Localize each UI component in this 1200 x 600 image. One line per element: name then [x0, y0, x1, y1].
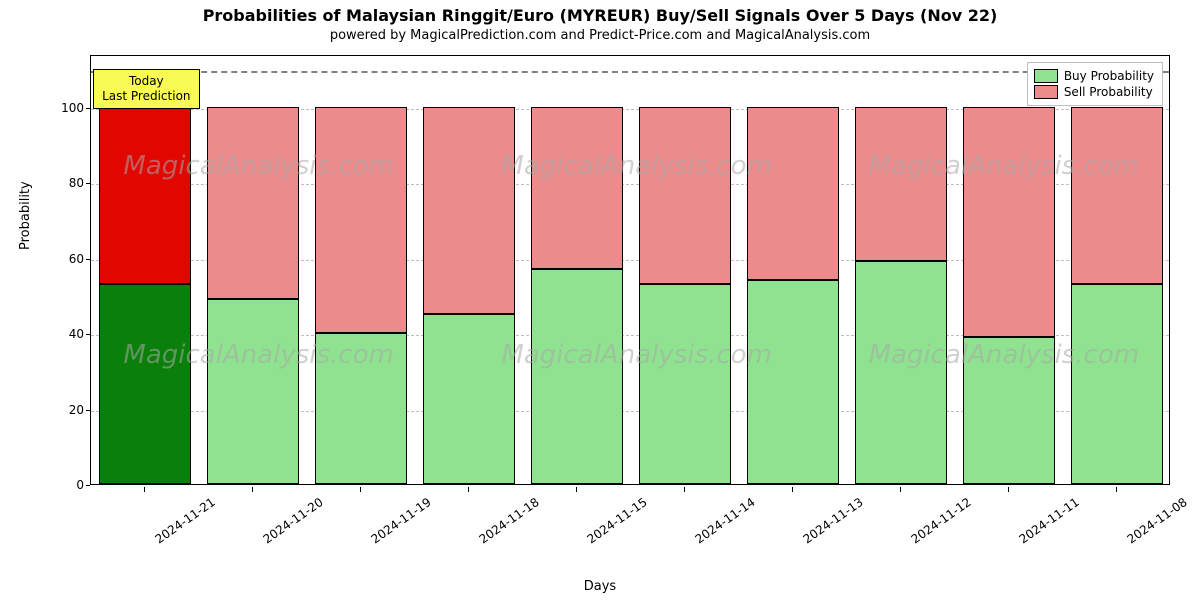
bar-sell: [423, 107, 515, 314]
bar-group: [423, 54, 515, 484]
bars-layer: [91, 56, 1169, 484]
x-tick-label: 2024-11-12: [909, 495, 974, 546]
bar-group: [747, 54, 839, 484]
bar-buy: [855, 261, 947, 484]
x-tick-label: 2024-11-20: [261, 495, 326, 546]
legend-buy-swatch: [1034, 69, 1058, 83]
x-ticks: 2024-11-21 2024-11-20 2024-11-19 2024-11-18…: [90, 487, 1170, 577]
x-tick-label: 2024-11-14: [693, 495, 758, 546]
annotation-line2: Last Prediction: [102, 89, 190, 104]
bar-group: [855, 54, 947, 484]
legend-sell-row: Sell Probability: [1034, 85, 1154, 99]
x-tick-label: 2024-11-08: [1125, 495, 1190, 546]
y-axis-label: Probability: [18, 181, 33, 250]
x-tick-mark: [576, 487, 577, 492]
chart-title: Probabilities of Malaysian Ringgit/Euro …: [0, 6, 1200, 25]
bar-group: [315, 54, 407, 484]
chart-subtitle: powered by MagicalPrediction.com and Pre…: [0, 28, 1200, 43]
y-tick-label: 40: [50, 327, 84, 341]
x-tick-label: 2024-11-15: [585, 495, 650, 546]
x-tick-mark: [252, 487, 253, 492]
y-tick-mark: [86, 485, 90, 486]
y-tick-label: 20: [50, 403, 84, 417]
bar-sell: [855, 107, 947, 262]
x-axis-label: Days: [0, 579, 1200, 594]
x-tick-mark: [360, 487, 361, 492]
bar-buy: [963, 337, 1055, 484]
x-tick-mark: [900, 487, 901, 492]
bar-buy: [639, 284, 731, 484]
x-tick-label: 2024-11-18: [477, 495, 542, 546]
bar-sell: [639, 107, 731, 284]
bar-buy: [207, 299, 299, 484]
x-tick-mark: [1008, 487, 1009, 492]
bar-group: [99, 54, 191, 484]
bar-buy: [531, 269, 623, 484]
x-tick-label: 2024-11-13: [801, 495, 866, 546]
bar-buy: [747, 280, 839, 484]
bar-buy: [423, 314, 515, 484]
bar-sell: [1071, 107, 1163, 284]
x-tick-mark: [468, 487, 469, 492]
bar-sell: [531, 107, 623, 269]
bar-sell: [963, 107, 1055, 337]
legend-sell-swatch: [1034, 85, 1058, 99]
annotation-line1: Today: [102, 74, 190, 89]
y-tick-label: 80: [50, 176, 84, 190]
bar-group: [963, 54, 1055, 484]
bar-buy: [1071, 284, 1163, 484]
x-tick-mark: [684, 487, 685, 492]
bar-sell: [315, 107, 407, 333]
bar-sell: [99, 107, 191, 284]
y-tick-label: 60: [50, 252, 84, 266]
legend-buy-row: Buy Probability: [1034, 69, 1154, 83]
reference-line: [91, 71, 1169, 73]
x-tick-mark: [792, 487, 793, 492]
legend-buy-label: Buy Probability: [1064, 69, 1154, 83]
bar-buy: [99, 284, 191, 484]
chart-container: Probabilities of Malaysian Ringgit/Euro …: [0, 0, 1200, 600]
y-tick-label: 0: [50, 478, 84, 492]
bar-buy: [315, 333, 407, 484]
y-tick-label: 100: [50, 101, 84, 115]
bar-group: [1071, 54, 1163, 484]
x-tick-label: 2024-11-21: [153, 495, 218, 546]
x-tick-label: 2024-11-11: [1017, 495, 1082, 546]
plot-area: MagicalAnalysis.comMagicalAnalysis.comMa…: [90, 55, 1170, 485]
legend-sell-label: Sell Probability: [1064, 85, 1153, 99]
x-tick-label: 2024-11-19: [369, 495, 434, 546]
bar-sell: [747, 107, 839, 281]
legend: Buy Probability Sell Probability: [1027, 62, 1163, 106]
x-tick-mark: [1116, 487, 1117, 492]
bar-sell: [207, 107, 299, 299]
bar-group: [531, 54, 623, 484]
today-annotation: Today Last Prediction: [93, 69, 199, 109]
bar-group: [639, 54, 731, 484]
bar-group: [207, 54, 299, 484]
x-tick-mark: [144, 487, 145, 492]
